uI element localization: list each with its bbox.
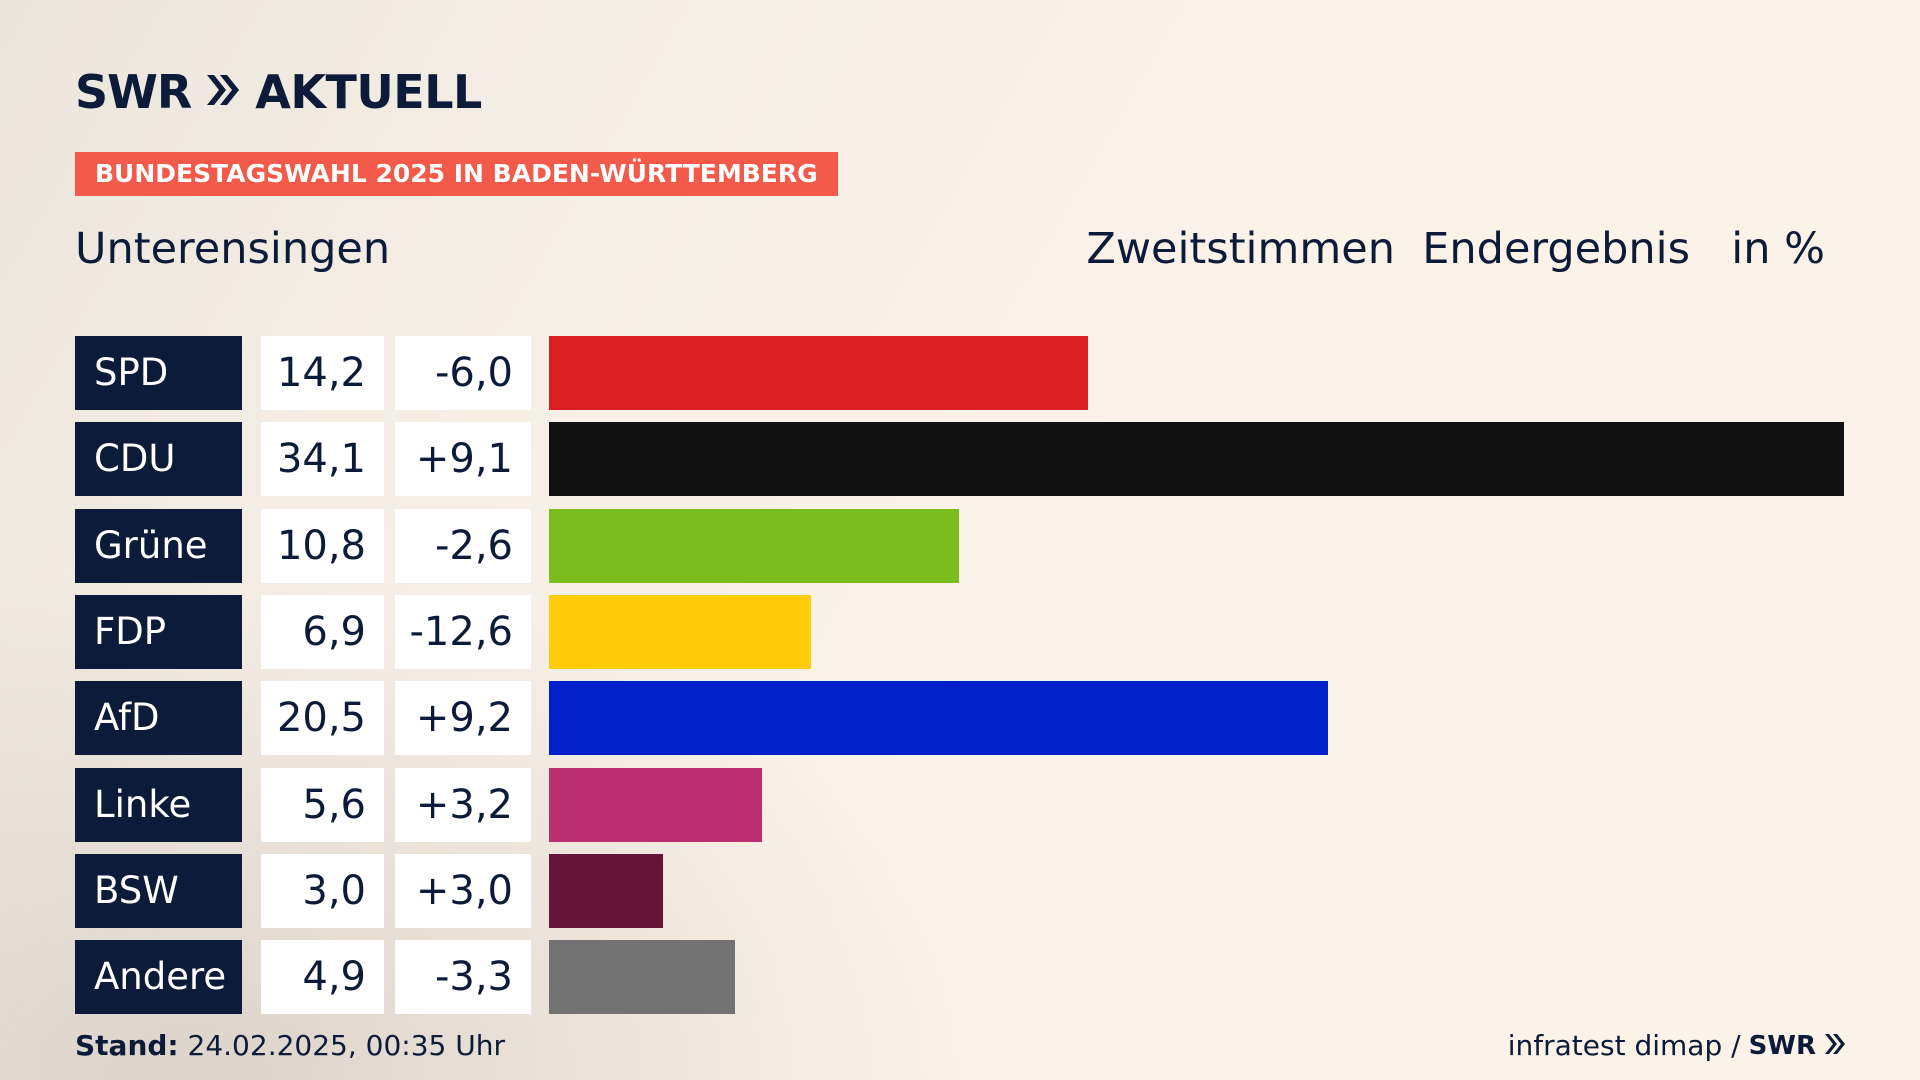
source-text: infratest dimap / — [1507, 1029, 1741, 1062]
change-value: -12,6 — [395, 595, 531, 669]
party-label: SPD — [75, 336, 242, 410]
result-bar — [549, 595, 811, 669]
result-status-label: Endergebnis — [1422, 224, 1690, 274]
party-label: Grüne — [75, 509, 242, 583]
result-bar — [549, 681, 1328, 755]
party-label: Andere — [75, 940, 242, 1014]
timestamp-value: 24.02.2025, 00:35 Uhr — [187, 1029, 505, 1062]
result-value: 10,8 — [261, 509, 384, 583]
swr-aktuell-logo: SWR AKTUELL — [75, 64, 482, 120]
result-value: 3,0 — [261, 854, 384, 928]
logo-aktuell: AKTUELL — [255, 65, 482, 119]
party-label: FDP — [75, 595, 242, 669]
party-label: Linke — [75, 768, 242, 842]
result-value: 5,6 — [261, 768, 384, 842]
timestamp: Stand: 24.02.2025, 00:35 Uhr — [75, 1028, 505, 1064]
result-value: 20,5 — [261, 681, 384, 755]
chevron-right-icon — [1824, 1028, 1846, 1064]
result-bar — [549, 509, 959, 583]
vote-type-label: Zweitstimmen — [1086, 224, 1395, 274]
chevron-right-icon — [205, 73, 241, 111]
source-credit: infratest dimap / SWR — [1508, 1028, 1846, 1064]
source-brand: SWR — [1748, 1031, 1816, 1061]
result-value: 6,9 — [261, 595, 384, 669]
party-label: AfD — [75, 681, 242, 755]
party-label: BSW — [75, 854, 242, 928]
change-value: -2,6 — [395, 509, 531, 583]
party-label: CDU — [75, 422, 242, 496]
result-value: 14,2 — [261, 336, 384, 410]
result-value: 4,9 — [261, 940, 384, 1014]
change-value: +3,0 — [395, 854, 531, 928]
unit-label: in % — [1731, 224, 1825, 274]
change-value: +3,2 — [395, 768, 531, 842]
change-value: -3,3 — [395, 940, 531, 1014]
election-kicker: BUNDESTAGSWAHL 2025 IN BADEN-WÜRTTEMBERG — [75, 152, 838, 196]
result-bar — [549, 422, 1844, 496]
result-bar — [549, 768, 762, 842]
result-value: 34,1 — [261, 422, 384, 496]
timestamp-label: Stand: — [75, 1029, 179, 1062]
change-value: +9,2 — [395, 681, 531, 755]
result-bar — [549, 854, 663, 928]
result-bar — [549, 940, 735, 1014]
result-bar — [549, 336, 1088, 410]
change-value: -6,0 — [395, 336, 531, 410]
logo-swr: SWR — [75, 65, 192, 119]
place-title: Unterensingen — [75, 224, 391, 274]
change-value: +9,1 — [395, 422, 531, 496]
